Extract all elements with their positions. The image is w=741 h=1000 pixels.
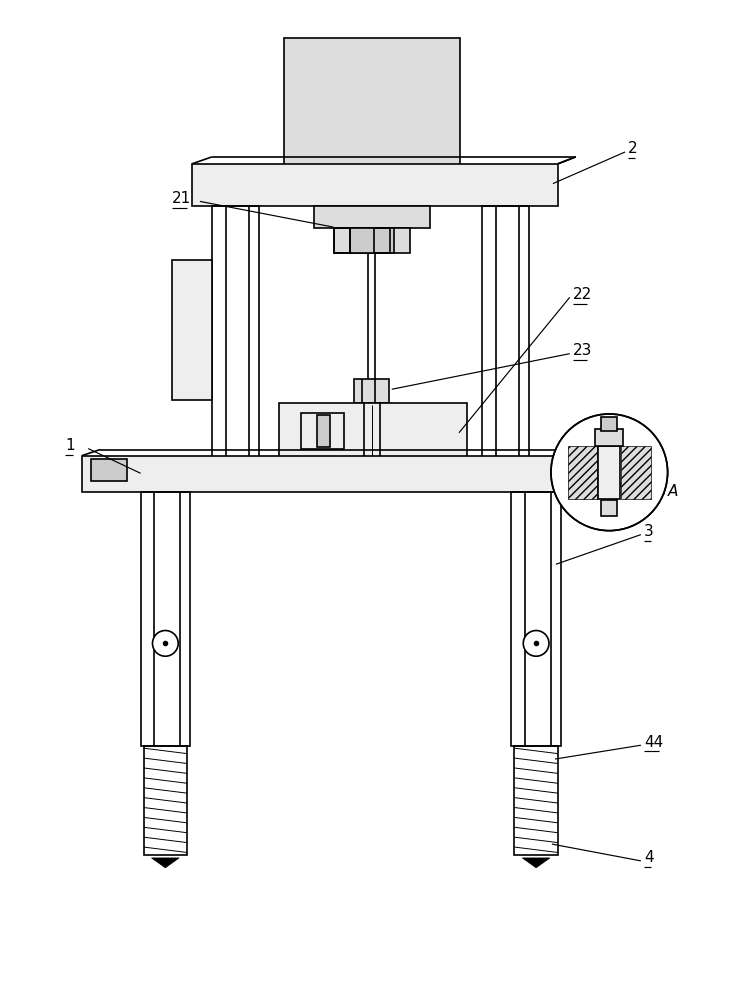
- Bar: [568, 446, 597, 499]
- Text: 21: 21: [172, 191, 191, 206]
- Bar: [354, 379, 389, 403]
- Polygon shape: [522, 858, 550, 868]
- Bar: [514, 746, 558, 855]
- Bar: [602, 417, 617, 431]
- Text: 4: 4: [644, 850, 654, 865]
- Bar: [602, 500, 617, 516]
- Bar: [91, 459, 127, 481]
- Text: 22: 22: [573, 287, 592, 302]
- Bar: [482, 206, 529, 461]
- Circle shape: [551, 414, 668, 531]
- Bar: [350, 228, 393, 253]
- Polygon shape: [151, 858, 179, 868]
- Text: 3: 3: [644, 524, 654, 539]
- Text: 2: 2: [628, 141, 638, 156]
- Bar: [172, 260, 212, 400]
- Bar: [599, 418, 620, 527]
- Bar: [144, 746, 187, 855]
- Bar: [313, 206, 431, 228]
- Bar: [596, 429, 623, 446]
- Bar: [301, 413, 345, 449]
- Text: 23: 23: [573, 343, 592, 358]
- Bar: [316, 415, 330, 447]
- Bar: [334, 228, 410, 253]
- Bar: [511, 492, 561, 746]
- Bar: [82, 456, 633, 492]
- Bar: [374, 228, 390, 253]
- Bar: [334, 228, 350, 253]
- Bar: [599, 446, 620, 499]
- Bar: [284, 38, 460, 165]
- Bar: [141, 492, 190, 746]
- Circle shape: [153, 631, 178, 656]
- Bar: [212, 206, 259, 461]
- Bar: [279, 403, 467, 460]
- Circle shape: [523, 631, 549, 656]
- Text: A: A: [668, 484, 678, 499]
- Bar: [192, 164, 558, 206]
- Bar: [621, 446, 651, 499]
- Text: 1: 1: [65, 438, 75, 453]
- Text: 44: 44: [644, 735, 663, 750]
